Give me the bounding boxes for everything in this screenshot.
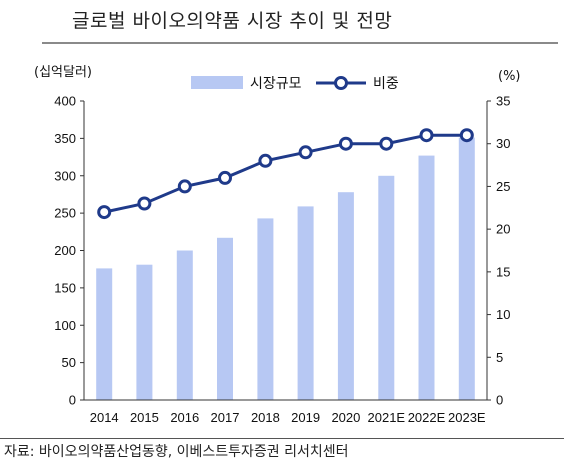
right-tick-label: 0 [496,393,503,408]
source-note: 자료: 바이오의약품산업동향, 이베스트투자증권 리서치센터 [4,444,349,460]
right-tick-label: 5 [496,350,503,365]
left-tick-label: 0 [69,393,76,408]
bar-2022E [418,155,435,400]
left-tick-label: 200 [54,243,76,258]
bar-2021E [378,175,395,401]
source-divider [0,438,564,439]
share-point-2021E [379,136,394,151]
legend-swatch-market-size [191,76,243,89]
legend-marker-share [334,76,348,90]
share-point-2022E [419,128,434,143]
x-tick-label: 2017 [211,410,240,425]
x-tick-label: 2016 [170,410,199,425]
left-tick-label: 50 [62,355,76,370]
share-point-2018 [258,153,273,168]
left-tick-label: 100 [54,318,76,333]
share-point-2023E [459,128,474,143]
x-tick-label: 2014 [90,410,119,425]
left-tick-label: 250 [54,206,76,221]
share-point-2017 [218,170,232,185]
left-tick-label: 300 [54,168,76,183]
bar-2014 [96,268,113,400]
x-tick-label: 2018 [251,410,280,425]
bar-2015 [136,264,153,400]
right-tick-label: 25 [496,179,510,194]
legend-label-market-size: 시장규모 [250,76,302,92]
bar-2018 [257,218,274,400]
bar-2016 [176,250,193,400]
share-line [103,133,467,214]
share-point-2014 [97,205,112,220]
right-tick-label: 35 [496,94,510,109]
bar-2023E [458,137,475,400]
x-tick-label: 2021E [368,410,406,425]
bar-2017 [217,237,233,400]
share-point-2016 [177,179,192,194]
legend-label-share: 비중 [373,76,399,92]
left-tick-label: 150 [54,280,76,295]
x-tick-label: 2020 [331,410,360,425]
x-tick-label: 2015 [130,410,159,425]
legend: 시장규모 비중 [191,76,399,92]
left-tick-label: 400 [54,94,76,109]
left-axis-unit-label: (십억달러) [34,65,92,80]
right-tick-label: 20 [496,222,510,237]
title-underline [42,42,558,44]
right-tick-label: 30 [496,136,510,151]
right-tick-label: 10 [496,307,510,322]
right-tick-label: 15 [496,264,510,279]
right-axis-unit-label: (%) [498,69,521,84]
left-tick-label: 350 [54,131,76,146]
bar-2020 [337,192,354,400]
share-point-2019 [298,145,313,160]
x-tick-label: 2023E [448,410,486,425]
chart-title: 글로벌 바이오의약품 시장 추이 및 전망 [72,10,393,32]
bar-2019 [297,206,314,400]
share-point-2020 [338,136,353,151]
x-tick-label: 2019 [291,410,320,425]
share-point-2015 [137,196,152,211]
x-tick-label: 2022E [408,410,446,425]
